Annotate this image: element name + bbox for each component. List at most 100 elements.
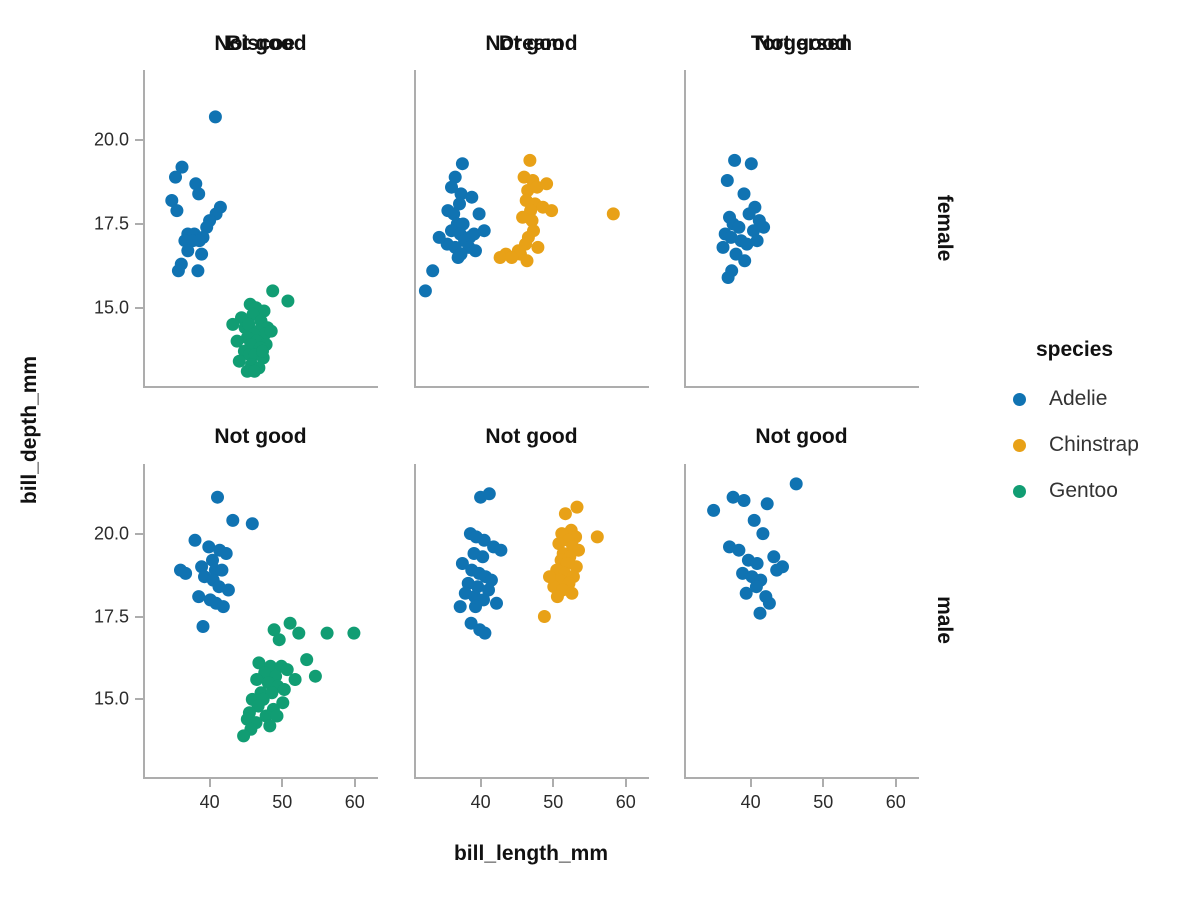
legend-title: species bbox=[1036, 338, 1114, 361]
scatter-point-adelie bbox=[750, 557, 764, 570]
scatter-point-chinstrap bbox=[543, 570, 556, 584]
scatter-point-gentoo bbox=[272, 633, 286, 647]
scatter-point-gentoo bbox=[276, 696, 290, 710]
scatter-point-adelie bbox=[469, 244, 482, 258]
facet-strip-dream-female: Dream Not good bbox=[414, 30, 649, 58]
scatter-point-adelie bbox=[750, 234, 764, 248]
facet-strip-biscoe-female: Biscoe Not good bbox=[143, 30, 378, 58]
scatter-point-adelie bbox=[467, 227, 481, 241]
scatter-point-chinstrap bbox=[537, 610, 551, 623]
scatter-point-adelie bbox=[202, 540, 216, 554]
scatter-point-adelie bbox=[170, 204, 184, 218]
scatter-point-adelie bbox=[739, 586, 753, 600]
legend-item-label: Chinstrap bbox=[1049, 433, 1139, 456]
scatter-point-adelie bbox=[469, 600, 482, 614]
y-tick-mark bbox=[135, 615, 143, 618]
scatter-point-adelie bbox=[716, 240, 730, 254]
y-tick-label: 17.5 bbox=[93, 606, 129, 626]
scatter-point-adelie bbox=[732, 220, 746, 234]
scatter-point-adelie bbox=[191, 264, 205, 278]
scatter-point-adelie bbox=[216, 600, 230, 614]
scatter-point-gentoo bbox=[257, 304, 271, 318]
x-tick-label: 50 bbox=[272, 792, 293, 812]
scatter-point-adelie bbox=[756, 527, 770, 541]
scatter-point-chinstrap bbox=[520, 254, 534, 268]
scatter-point-adelie bbox=[426, 264, 440, 278]
facet-strip-overlay-label: Not good bbox=[755, 425, 848, 448]
facet-strip-torgersen-male: Not good bbox=[684, 423, 919, 451]
scatter-point-adelie bbox=[465, 190, 479, 204]
scatter-point-chinstrap bbox=[493, 251, 507, 264]
legend-swatch-icon bbox=[1013, 484, 1026, 498]
scatter-point-gentoo bbox=[300, 653, 314, 667]
legend-item-label: Gentoo bbox=[1049, 479, 1118, 502]
scatter-point-adelie bbox=[165, 194, 179, 207]
scatter-point-gentoo bbox=[259, 709, 273, 723]
scatter-point-gentoo bbox=[347, 626, 361, 640]
y-tick-label: 17.5 bbox=[93, 213, 129, 234]
scatter-point-adelie bbox=[171, 264, 185, 278]
scatter-point-adelie bbox=[453, 197, 466, 211]
x-tick-mark bbox=[822, 779, 825, 787]
scatter-point-adelie bbox=[195, 560, 209, 574]
scatter-plot-area bbox=[716, 153, 771, 284]
scatter-point-adelie bbox=[195, 247, 209, 261]
legend-items: Adelie Chinstrap Gentoo bbox=[1005, 376, 1139, 514]
facet-panel-torgersen-female bbox=[684, 70, 919, 388]
scatter-point-adelie bbox=[206, 553, 219, 567]
scatter-point-adelie bbox=[418, 284, 432, 298]
scatter-point-adelie bbox=[448, 170, 462, 184]
x-tick-label: 40 bbox=[740, 792, 761, 812]
legend-swatch-icon bbox=[1013, 438, 1026, 452]
legend-item-adelie: Adelie bbox=[1005, 376, 1139, 422]
scatter-point-adelie bbox=[219, 547, 233, 560]
facet-panel-biscoe-female bbox=[143, 70, 378, 388]
facet-strip-dream-male: Not good bbox=[414, 423, 649, 451]
x-tick-mark bbox=[208, 779, 211, 787]
x-tick-label: 40 bbox=[199, 792, 220, 812]
scatter-point-adelie bbox=[482, 487, 496, 501]
facet-panel-dream-male bbox=[414, 464, 649, 779]
facet-strip-overlay-label: Not good bbox=[214, 32, 307, 55]
scatter-point-adelie bbox=[445, 180, 458, 194]
scatter-point-adelie bbox=[175, 160, 189, 174]
scatter-point-chinstrap bbox=[552, 537, 566, 551]
facet-strip-torgersen-female: Torgersen Not good bbox=[684, 30, 919, 58]
y-tick-mark bbox=[135, 698, 143, 701]
y-tick-mark bbox=[135, 306, 143, 309]
x-tick-mark bbox=[749, 779, 752, 787]
scatter-point-adelie bbox=[453, 600, 467, 614]
scatter-point-gentoo bbox=[288, 673, 302, 686]
scatter-point-adelie bbox=[707, 503, 721, 517]
scatter-point-gentoo bbox=[232, 354, 246, 368]
scatter-point-gentoo bbox=[256, 344, 269, 358]
x-tick-mark bbox=[624, 779, 627, 787]
scatter-point-adelie bbox=[737, 187, 751, 201]
scatter-point-gentoo bbox=[283, 616, 297, 630]
scatter-point-gentoo bbox=[320, 626, 334, 640]
x-tick-label: 40 bbox=[470, 792, 491, 812]
y-tick-label: 15.0 bbox=[93, 297, 129, 318]
scatter-point-gentoo bbox=[250, 673, 264, 686]
scatter-point-chinstrap bbox=[570, 500, 584, 514]
y-tick-label: 20.0 bbox=[93, 523, 129, 544]
x-tick-label: 60 bbox=[344, 792, 365, 812]
facet-panel-biscoe-male bbox=[143, 464, 378, 779]
scatter-point-adelie bbox=[451, 251, 465, 264]
scatter-point-gentoo bbox=[277, 683, 291, 696]
scatter-point-chinstrap bbox=[525, 214, 539, 228]
scatter-point-adelie bbox=[208, 110, 222, 124]
scatter-point-chinstrap bbox=[565, 586, 579, 600]
scatter-point-chinstrap bbox=[606, 207, 620, 221]
x-tick-label: 50 bbox=[813, 792, 834, 812]
y-tick-mark bbox=[135, 139, 143, 142]
x-tick-mark bbox=[479, 779, 482, 787]
scatter-point-adelie bbox=[226, 513, 240, 527]
x-axis-label: bill_length_mm bbox=[453, 842, 609, 865]
scatter-point-adelie bbox=[742, 207, 756, 221]
scatter-point-adelie bbox=[455, 557, 469, 570]
x-tick-label: 60 bbox=[885, 792, 906, 812]
scatter-point-gentoo bbox=[281, 294, 295, 308]
scatter-point-adelie bbox=[454, 187, 468, 201]
scatter-point-adelie bbox=[762, 596, 776, 610]
